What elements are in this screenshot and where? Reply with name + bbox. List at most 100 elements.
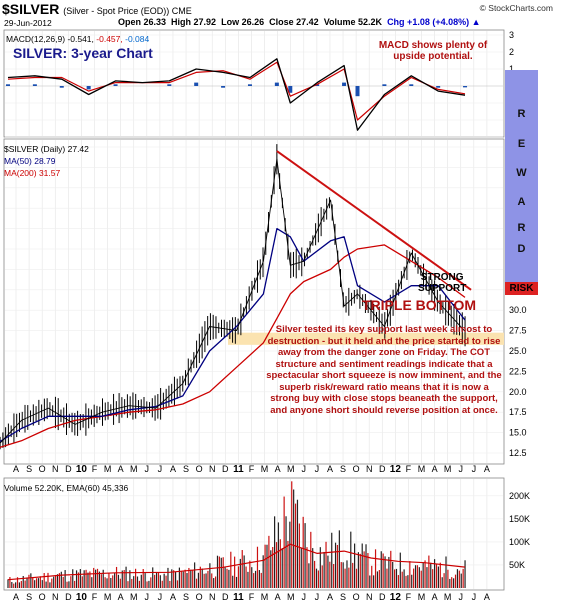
x-tick-label: M <box>104 464 112 474</box>
ohlc-stats: Open 26.33 High 27.92 Low 26.26 Close 27… <box>118 17 481 27</box>
volume-value: Volume 52.2K <box>323 17 383 27</box>
reward-letter: R <box>517 108 526 120</box>
legend-ma50: MA(50) 28.79 <box>4 156 56 166</box>
macd-histogram-bar <box>194 82 199 86</box>
macd-histogram-bar <box>288 86 293 93</box>
x-tick-label: O <box>196 592 203 602</box>
x-tick-label: D <box>379 592 386 602</box>
macd-y-tick: 3 <box>509 30 514 40</box>
x-tick-label: F <box>249 592 255 602</box>
x-tick-label: O <box>353 464 360 474</box>
x-tick-label: N <box>52 464 59 474</box>
strong-support-line2: SUPPORT <box>418 283 467 294</box>
triple-bottom-label: TRIPLE BOTTOM <box>362 297 477 313</box>
x-tick-label: S <box>183 592 189 602</box>
x-axis-labels: AASSOONNDD1010FFMMAAMMJJJJAASSOONNDD1111… <box>13 464 490 603</box>
volume-y-tick: 100K <box>509 537 530 547</box>
x-tick-label: N <box>209 592 216 602</box>
macd-y-tick: 1 <box>509 64 514 74</box>
x-tick-label: N <box>366 592 373 602</box>
reward-letter: D <box>517 243 526 255</box>
x-tick-label: A <box>327 464 333 474</box>
x-tick-label: F <box>92 464 98 474</box>
x-tick-label: A <box>118 592 124 602</box>
symbol-text: $SILVER <box>2 1 60 17</box>
macd-histogram-bar <box>113 84 118 86</box>
x-tick-label: J <box>158 592 163 602</box>
x-tick-label: M <box>418 464 426 474</box>
x-tick-label: M <box>104 592 112 602</box>
price-y-tick: 30.0 <box>509 305 527 315</box>
x-tick-label: A <box>118 464 124 474</box>
x-tick-label: F <box>92 592 98 602</box>
price-legend: $SILVER (Daily) 27.42 MA(50) 28.79 MA(20… <box>4 143 89 179</box>
chart-symbol: $SILVER (Silver - Spot Price (EOD)) CME <box>2 1 192 17</box>
macd-histogram-bar <box>59 86 64 88</box>
reward-letter: W <box>516 167 527 179</box>
price-y-tick: 17.5 <box>509 407 527 417</box>
x-tick-label: J <box>459 464 464 474</box>
price-y-tick: 25.0 <box>509 346 527 356</box>
macd-histogram-bar <box>342 82 347 86</box>
x-tick-label: A <box>170 592 176 602</box>
x-tick-label: M <box>130 592 138 602</box>
ma50-line <box>0 227 466 443</box>
x-tick-label: J <box>315 464 320 474</box>
macd-legend-v2: -0.457, <box>96 34 123 44</box>
x-tick-label: J <box>158 464 163 474</box>
strong-support-line1: STRONG <box>420 272 464 283</box>
macd-histogram-bar <box>355 86 360 97</box>
x-tick-label: A <box>275 464 281 474</box>
low-value: Low 26.26 <box>221 17 265 27</box>
symbol-description: (Silver - Spot Price (EOD)) CME <box>63 6 192 16</box>
macd-histogram-bar <box>436 86 441 88</box>
x-tick-label: D <box>65 464 72 474</box>
risk-box: RISK <box>505 282 538 295</box>
high-value: High 27.92 <box>171 17 217 27</box>
x-tick-label: 11 <box>233 464 244 475</box>
price-panel-frame <box>3 138 505 465</box>
macd-histogram-bar <box>463 86 468 88</box>
chart-title: SILVER: 3-year Chart <box>13 45 153 61</box>
macd-histogram-bar <box>86 86 91 90</box>
macd-histogram-bar <box>167 84 172 86</box>
volume-y-tick: 50K <box>509 560 525 570</box>
macd-legend: MACD(12,26,9) -0.541, -0.457, -0.084 <box>6 34 149 44</box>
x-tick-label: S <box>26 592 32 602</box>
credit-text: © StockCharts.com <box>479 3 553 13</box>
x-tick-label: 11 <box>233 592 244 603</box>
macd-plot <box>6 58 468 131</box>
x-tick-label: M <box>287 592 295 602</box>
x-tick-label: A <box>432 592 438 602</box>
x-tick-label: O <box>196 464 203 474</box>
x-tick-label: J <box>472 592 477 602</box>
macd-legend-v3: -0.084 <box>125 34 150 44</box>
macd-line <box>7 58 466 131</box>
x-tick-label: M <box>261 592 269 602</box>
reward-letter: R <box>517 222 526 234</box>
price-y-tick: 20.0 <box>509 387 527 397</box>
x-tick-label: M <box>418 592 426 602</box>
volume-ema-line <box>7 543 466 581</box>
x-tick-label: D <box>379 464 386 474</box>
x-tick-label: D <box>65 592 72 602</box>
ma200-line <box>0 244 466 448</box>
price-plot <box>0 144 472 450</box>
x-tick-label: M <box>444 464 452 474</box>
commentary-text: Silver tested its key support last week … <box>266 324 502 416</box>
x-tick-label: F <box>406 592 412 602</box>
volume-legend: Volume 52.20K, EMA(60) 45,336 <box>4 483 129 493</box>
volume-y-tick: 150K <box>509 514 530 524</box>
macd-histogram-bar <box>247 84 252 86</box>
x-tick-label: 10 <box>76 464 88 475</box>
price-y-tick: 27.5 <box>509 326 527 336</box>
x-tick-label: A <box>275 592 281 602</box>
x-tick-label: N <box>366 464 373 474</box>
x-tick-label: 10 <box>76 592 88 603</box>
macd-histogram-bar <box>409 84 414 86</box>
x-tick-label: A <box>13 464 19 474</box>
volume-plot <box>7 481 466 588</box>
x-tick-label: N <box>209 464 216 474</box>
macd-panel-frame <box>3 29 505 138</box>
